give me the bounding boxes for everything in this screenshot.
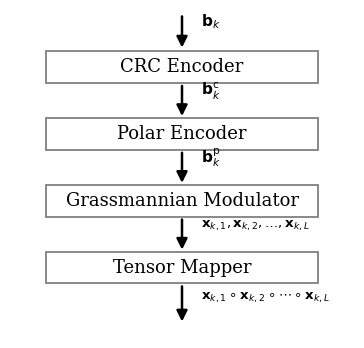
Text: $\mathbf{b}_{k}$: $\mathbf{b}_{k}$ [201,13,221,31]
Text: $\mathbf{b}_{k}^{\mathrm{p}}$: $\mathbf{b}_{k}^{\mathrm{p}}$ [201,147,221,169]
Text: Tensor Mapper: Tensor Mapper [113,259,251,277]
FancyBboxPatch shape [46,118,318,150]
Text: Grassmannian Modulator: Grassmannian Modulator [66,192,298,210]
FancyBboxPatch shape [46,185,318,216]
Text: $\mathbf{x}_{k,1} \circ \mathbf{x}_{k,2} \circ \cdots \circ \mathbf{x}_{k,L}$: $\mathbf{x}_{k,1} \circ \mathbf{x}_{k,2}… [201,291,330,305]
Text: CRC Encoder: CRC Encoder [120,58,244,76]
Text: $\mathbf{b}_{k}^{\mathrm{c}}$: $\mathbf{b}_{k}^{\mathrm{c}}$ [201,81,221,102]
FancyBboxPatch shape [46,51,318,83]
Text: $\mathbf{x}_{k,1}, \mathbf{x}_{k,2}, \ldots, \mathbf{x}_{k,L}$: $\mathbf{x}_{k,1}, \mathbf{x}_{k,2}, \ld… [201,219,310,233]
Text: Polar Encoder: Polar Encoder [117,125,247,143]
FancyBboxPatch shape [46,252,318,283]
